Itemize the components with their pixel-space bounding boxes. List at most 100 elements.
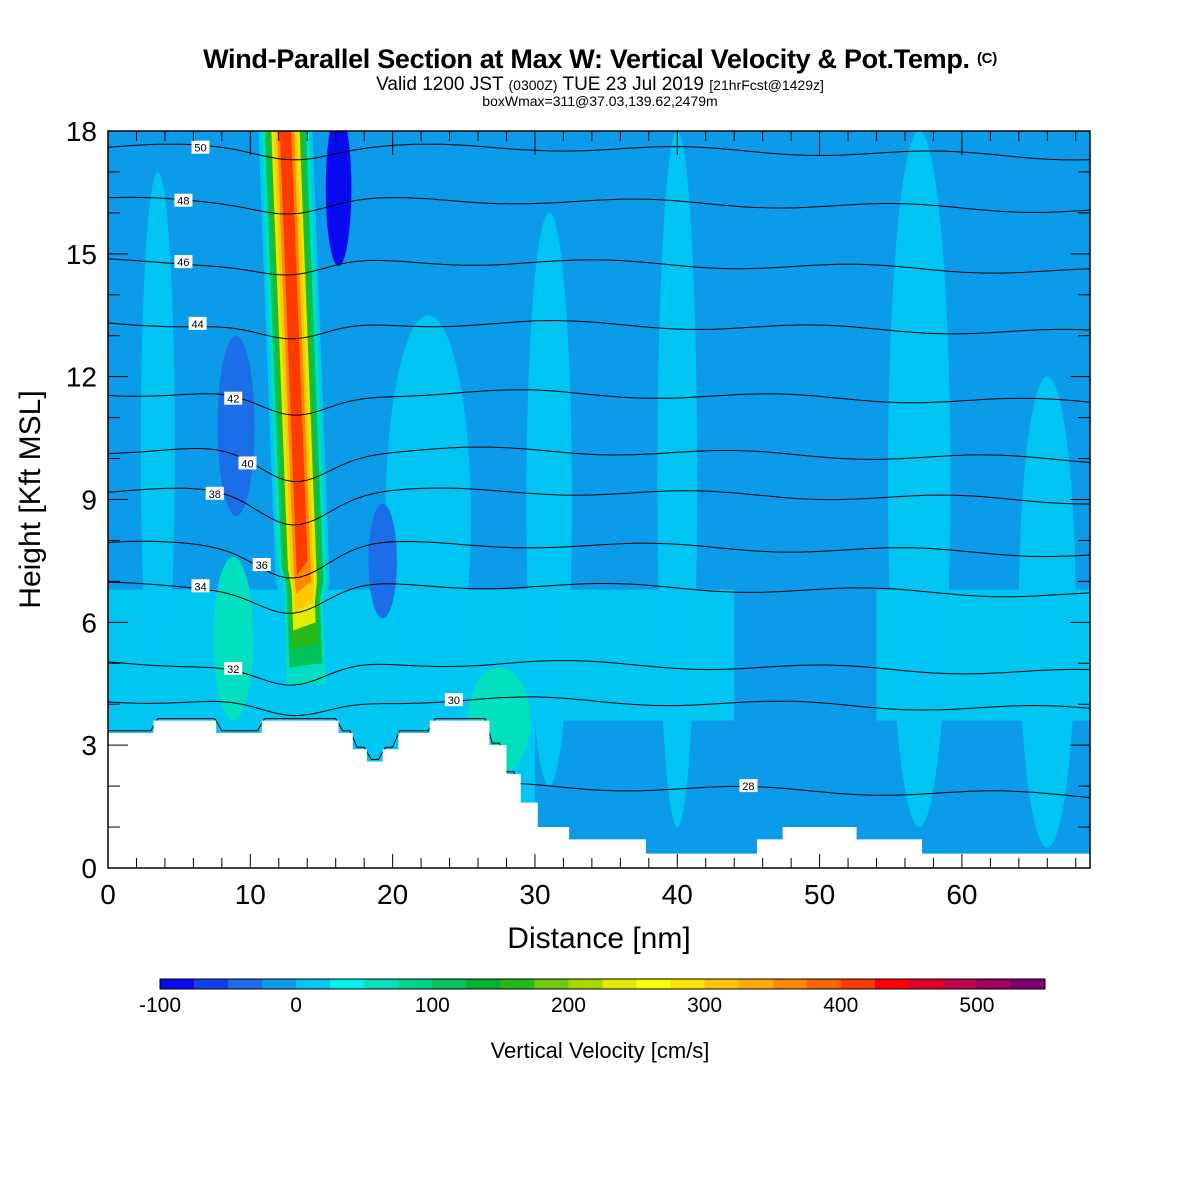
x-tick-label: 20 [377, 879, 408, 910]
vertical-velocity-field: 50 48 46 44 42 40 38 36 34 32 30 28 [108, 131, 1090, 868]
ascent-streak [526, 212, 572, 787]
isentrope-line [108, 389, 1090, 416]
y-tick-label: 3 [81, 730, 97, 761]
colorbar-swatch [670, 979, 706, 989]
colorbar-swatch [976, 979, 1012, 989]
isentrope-label-box [174, 255, 193, 269]
x-tick-label: 40 [662, 879, 693, 910]
copyright-mark: (C) [976, 50, 997, 67]
isentrope-line [108, 319, 1090, 340]
valid-utc: (0300Z) [508, 77, 558, 93]
colorbar-swatch [704, 979, 740, 989]
isentrope-label-box [224, 391, 243, 405]
x-tick-label: 60 [946, 879, 977, 910]
y-tick-label: 18 [66, 116, 97, 147]
downdraft-mid [368, 503, 397, 619]
isentrope-label: 48 [177, 196, 189, 208]
colorbar-swatch [398, 979, 433, 989]
colorbar-swatch [772, 979, 808, 989]
isentrope-label-box [191, 140, 210, 154]
isentrope-label-box [188, 316, 207, 330]
valid-date: TUE 23 Jul 2019 [562, 74, 704, 95]
valid-time: Valid 1200 JST (0300Z) TUE 23 Jul 2019 [… [0, 74, 1200, 96]
isentrope-label: 40 [241, 458, 253, 470]
chart-title: Wind-Parallel Section at Max W: Vertical… [0, 44, 1200, 75]
valid-prefix: Valid 1200 JST [376, 74, 504, 95]
colorbar-swatch [806, 979, 842, 989]
isentrope-line [108, 196, 1090, 215]
colorbar-swatch [874, 979, 910, 989]
colorbar-swatch [330, 979, 365, 989]
isentrope-label-box [739, 779, 758, 793]
colorbar-swatch [296, 979, 331, 989]
colorbar-frame [159, 978, 1046, 990]
x-axis-label: Distance [nm] [507, 922, 690, 955]
colorbar-swatch [160, 979, 195, 989]
isentrope-line [108, 143, 1090, 161]
chart-title-text: Wind-Parallel Section at Max W: Vertical… [203, 44, 970, 74]
colorbar-swatch [262, 979, 297, 989]
isentrope-line [108, 487, 1090, 526]
ascent-streak [657, 131, 698, 828]
terrain [108, 720, 1090, 868]
isentrope-line [108, 258, 1090, 276]
isentrope-label: 36 [256, 560, 268, 572]
x-tick-label: 10 [235, 879, 266, 910]
colorbar-swatch [500, 979, 535, 989]
colorbar-swatch [1010, 979, 1046, 989]
colorbar-tick-label: 500 [959, 994, 994, 1017]
y-tick-label: 9 [81, 485, 97, 516]
ascent-streak [1018, 376, 1076, 848]
isentrope-label: 32 [227, 664, 239, 676]
colorbar-tick-label: 200 [551, 994, 586, 1017]
isentrope-line [108, 446, 1090, 483]
x-tick-label: 50 [804, 879, 835, 910]
isentrope-label-box [205, 486, 224, 500]
colorbar-label: Vertical Velocity [cm/s] [491, 1038, 710, 1063]
y-tick-label: 6 [81, 607, 97, 638]
colorbar-swatch [840, 979, 876, 989]
lowlevel-updraft-west [213, 556, 254, 721]
isentrope-label-box [238, 456, 257, 470]
ascent-streak [140, 171, 175, 721]
colorbar-swatch [364, 979, 399, 989]
colorbar-swatch [942, 979, 978, 989]
isentrope-label: 44 [192, 319, 204, 331]
isentrope-line [108, 718, 1090, 798]
colorbar-swatch [738, 979, 774, 989]
isentrope-label-box [224, 661, 243, 675]
colorbar-swatch [602, 979, 638, 989]
colorbar-swatch [432, 979, 467, 989]
isentrope-label-box [444, 693, 463, 707]
isentrope-label: 46 [177, 257, 189, 269]
isentrope-label: 50 [194, 143, 206, 155]
downdraft-upper [325, 131, 352, 267]
box-info: boxWmax=311@37.03,139.62,2479m [482, 93, 718, 109]
ascent-streak [887, 131, 951, 828]
middle-descent-region [734, 131, 877, 725]
colorbar-tick-label: 400 [823, 994, 858, 1017]
x-tick-label: 30 [519, 879, 550, 910]
colorbar-tick-label: -100 [139, 994, 181, 1017]
isentrope-label: 38 [209, 489, 221, 501]
isentrope-label-box [174, 193, 193, 207]
y-tick-label: 15 [66, 239, 97, 270]
isentrope-label-box [191, 579, 210, 593]
isentrope-label: 42 [227, 394, 239, 406]
isentrope-line [108, 696, 1090, 717]
colorbar-swatch [636, 979, 672, 989]
updraft-core-band [279, 131, 308, 576]
isentrope-label: 28 [742, 781, 754, 793]
y-axis-label: Height [Kft MSL] [14, 390, 47, 608]
y-tick-label: 0 [81, 853, 97, 884]
colorbar-tick-label: 100 [415, 994, 450, 1017]
colorbar-swatch [568, 979, 603, 989]
isentrope-label-box [252, 558, 271, 572]
downdraft-west [217, 335, 255, 516]
y-tick-label: 12 [66, 362, 97, 393]
ascent-streak [385, 315, 471, 721]
isentrope-label: 30 [448, 695, 460, 707]
colorbar-swatch [194, 979, 229, 989]
colorbar-swatch [228, 979, 263, 989]
